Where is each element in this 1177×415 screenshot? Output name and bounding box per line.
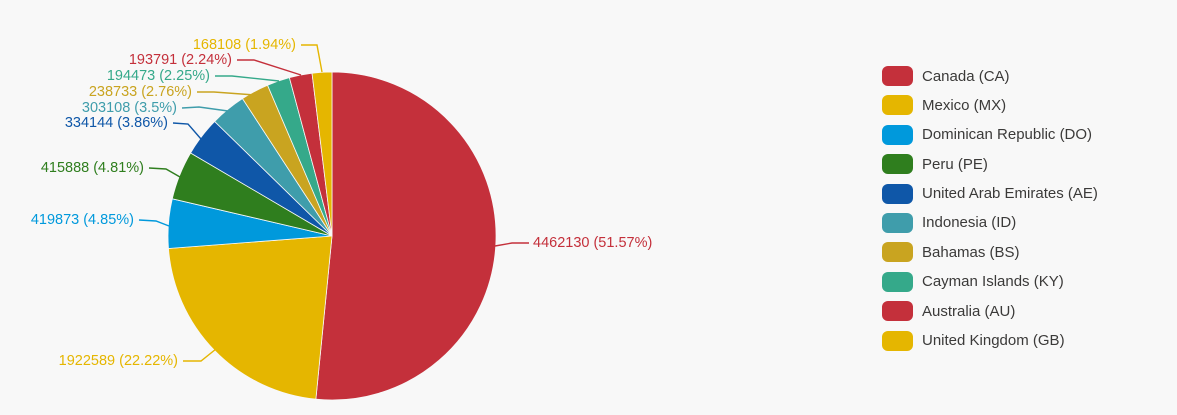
legend-label: Mexico (MX) <box>922 96 1007 114</box>
legend-item-GB[interactable]: United Kingdom (GB) <box>882 330 1098 351</box>
label-leader-KY <box>215 75 280 82</box>
label-leader-CA <box>494 242 529 247</box>
slice-label-DO: 419873 (4.85%) <box>31 212 134 228</box>
legend-swatch-icon <box>882 271 913 292</box>
legend-item-MX[interactable]: Mexico (MX) <box>882 95 1098 116</box>
pie-slice-CA[interactable] <box>315 71 497 401</box>
legend-label: United Kingdom (GB) <box>922 332 1065 350</box>
legend-swatch-icon <box>882 124 913 145</box>
legend-swatch-icon <box>882 242 913 263</box>
label-leader-ID <box>181 106 229 112</box>
legend-swatch-icon <box>882 212 913 233</box>
legend-label: Canada (CA) <box>922 67 1010 85</box>
legend-swatch-icon <box>882 154 913 175</box>
legend-item-PE[interactable]: Peru (PE) <box>882 154 1098 175</box>
legend-swatch-icon <box>882 95 913 116</box>
slice-label-AE: 334144 (3.86%) <box>65 115 168 131</box>
slice-label-BS: 238733 (2.76%) <box>89 84 192 100</box>
slice-label-AU: 193791 (2.24%) <box>129 52 232 68</box>
legend-label: Cayman Islands (KY) <box>922 273 1064 291</box>
slice-label-PE: 415888 (4.81%) <box>41 160 144 176</box>
legend-swatch-icon <box>882 66 913 86</box>
legend-item-AU[interactable]: Australia (AU) <box>882 301 1098 322</box>
slice-label-KY: 194473 (2.25%) <box>107 68 210 84</box>
legend-swatch-icon <box>882 183 913 204</box>
slice-label-GB: 168108 (1.94%) <box>193 37 296 53</box>
slice-label-ID: 303108 (3.5%) <box>82 100 177 116</box>
label-leader-BS <box>197 91 256 96</box>
pie-slice-MX[interactable] <box>168 235 333 400</box>
label-leader-AE <box>172 122 202 140</box>
label-leader-PE <box>148 167 181 178</box>
legend: Canada (CA) Mexico (MX) Dominican Republic… <box>882 66 1098 360</box>
legend-label: Bahamas (BS) <box>922 243 1020 261</box>
legend-label: Australia (AU) <box>922 302 1016 320</box>
legend-item-BS[interactable]: Bahamas (BS) <box>882 242 1098 263</box>
legend-label: United Arab Emirates (AE) <box>922 185 1098 203</box>
label-leader-DO <box>138 219 170 227</box>
legend-label: Dominican Republic (DO) <box>922 126 1093 144</box>
legend-label: Indonesia (ID) <box>922 214 1017 232</box>
legend-swatch-icon <box>882 301 913 322</box>
slice-label-MX: 1922589 (22.22%) <box>59 353 178 369</box>
slice-label-CA: 4462130 (51.57%) <box>533 235 652 251</box>
legend-item-DO[interactable]: Dominican Republic (DO) <box>882 124 1098 145</box>
pie-slice-GB[interactable] <box>311 71 333 237</box>
legend-item-ID[interactable]: Indonesia (ID) <box>882 212 1098 233</box>
label-leader-AU <box>237 59 302 76</box>
legend-item-CA[interactable]: Canada (CA) <box>882 66 1098 86</box>
label-leader-MX <box>183 348 217 362</box>
legend-swatch-icon <box>882 330 913 351</box>
label-leader-GB <box>301 44 323 73</box>
legend-item-AE[interactable]: United Arab Emirates (AE) <box>882 183 1098 204</box>
legend-label: Peru (PE) <box>922 155 988 173</box>
legend-item-KY[interactable]: Cayman Islands (KY) <box>882 271 1098 292</box>
